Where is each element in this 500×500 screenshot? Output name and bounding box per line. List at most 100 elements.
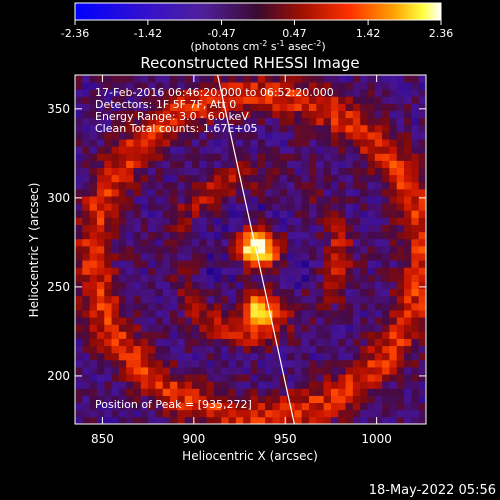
heatmap-cell — [272, 324, 281, 332]
heatmap-cell — [111, 203, 120, 211]
heatmap-cell — [389, 174, 398, 183]
heatmap-cell — [272, 131, 281, 140]
heatmap-cell — [287, 267, 295, 275]
heatmap-cell — [206, 82, 215, 90]
heatmap-cell — [75, 210, 83, 218]
heatmap-cell — [418, 146, 426, 154]
heatmap-cell — [199, 110, 208, 119]
heatmap-cell — [323, 139, 332, 147]
heatmap-cell — [104, 253, 112, 261]
heatmap-cell — [177, 231, 186, 240]
heatmap-cell — [250, 402, 259, 411]
heatmap-cell — [309, 224, 317, 233]
heatmap-cell — [162, 181, 171, 190]
heatmap-cell — [184, 409, 193, 418]
heatmap-cell — [389, 402, 398, 411]
heatmap-cell — [206, 210, 215, 218]
heatmap-cell — [213, 196, 222, 204]
heatmap-cell — [330, 317, 339, 325]
heatmap-cell — [192, 82, 200, 90]
heatmap-cell — [272, 288, 281, 297]
heatmap-cell — [155, 409, 164, 418]
heatmap-cell — [396, 409, 405, 418]
heatmap-cell — [360, 324, 368, 332]
heatmap-cell — [352, 302, 361, 311]
heatmap-cell — [418, 224, 426, 233]
heatmap-cell — [148, 238, 156, 247]
heatmap-cell — [287, 231, 295, 240]
heatmap-cell — [294, 203, 303, 211]
heatmap-cell — [148, 131, 156, 140]
heatmap-cell — [250, 416, 259, 424]
colorbar-tick-label: -1.42 — [134, 27, 162, 40]
heatmap-cell — [162, 295, 171, 304]
heatmap-cell — [243, 302, 251, 311]
heatmap-cell — [118, 359, 127, 368]
heatmap-cell — [316, 238, 325, 247]
heatmap-cell — [221, 224, 229, 233]
heatmap-cell — [418, 331, 426, 339]
heatmap-cell — [221, 181, 229, 190]
heatmap-cell — [309, 160, 317, 168]
heatmap-cell — [170, 260, 178, 268]
heatmap-cell — [316, 359, 325, 368]
heatmap-cell — [206, 110, 215, 119]
heatmap-cell — [206, 217, 215, 225]
heatmap-cell — [133, 203, 142, 211]
heatmap-cell — [82, 267, 91, 275]
heatmap-cell — [360, 238, 368, 247]
heatmap-cell — [367, 402, 376, 411]
heatmap-cell — [192, 352, 200, 361]
heatmap-cell — [221, 388, 229, 396]
heatmap-cell — [382, 167, 390, 176]
heatmap-cell — [309, 174, 317, 183]
heatmap-cell — [177, 402, 186, 411]
heatmap-cell — [111, 267, 120, 275]
heatmap-cell — [316, 103, 325, 112]
heatmap-cell — [352, 267, 361, 275]
heatmap-cell — [360, 281, 368, 290]
heatmap-cell — [338, 167, 346, 176]
heatmap-cell — [418, 409, 426, 418]
heatmap-cell — [279, 245, 288, 254]
heatmap-cell — [345, 217, 354, 225]
heatmap-cell — [338, 196, 346, 204]
heatmap-cell — [389, 395, 398, 404]
heatmap-cell — [192, 245, 200, 254]
heatmap-cell — [396, 367, 405, 375]
heatmap-cell — [148, 96, 156, 104]
heatmap-cell — [345, 224, 354, 233]
heatmap-cell — [345, 75, 354, 83]
heatmap-cell — [323, 82, 332, 90]
heatmap-cell — [265, 338, 273, 347]
heatmap-cell — [367, 203, 376, 211]
heatmap-cell — [118, 203, 127, 211]
heatmap-cell — [96, 288, 105, 297]
heatmap-cell — [162, 203, 171, 211]
heatmap-cell — [323, 238, 332, 247]
heatmap-cell — [235, 203, 244, 211]
heatmap-cell — [301, 345, 310, 354]
heatmap-cell — [82, 395, 91, 404]
heatmap-cell — [360, 188, 368, 197]
heatmap-cell — [177, 367, 186, 375]
heatmap-cell — [170, 217, 178, 225]
heatmap-cell — [265, 110, 273, 119]
heatmap-cell — [367, 388, 376, 396]
heatmap-cell — [235, 409, 244, 418]
heatmap-cell — [243, 274, 251, 282]
heatmap-cell — [309, 117, 317, 126]
heatmap-cell — [382, 409, 390, 418]
heatmap-cell — [367, 96, 376, 104]
heatmap-cell — [235, 238, 244, 247]
heatmap-cell — [148, 181, 156, 190]
heatmap-cell — [170, 374, 178, 382]
heatmap-cell — [82, 388, 91, 396]
heatmap-cell — [323, 395, 332, 404]
heatmap-cell — [411, 416, 420, 424]
heatmap-cell — [345, 210, 354, 218]
heatmap-cell — [126, 409, 134, 418]
heatmap-cell — [118, 75, 127, 83]
heatmap-cell — [316, 338, 325, 347]
heatmap-cell — [213, 231, 222, 240]
